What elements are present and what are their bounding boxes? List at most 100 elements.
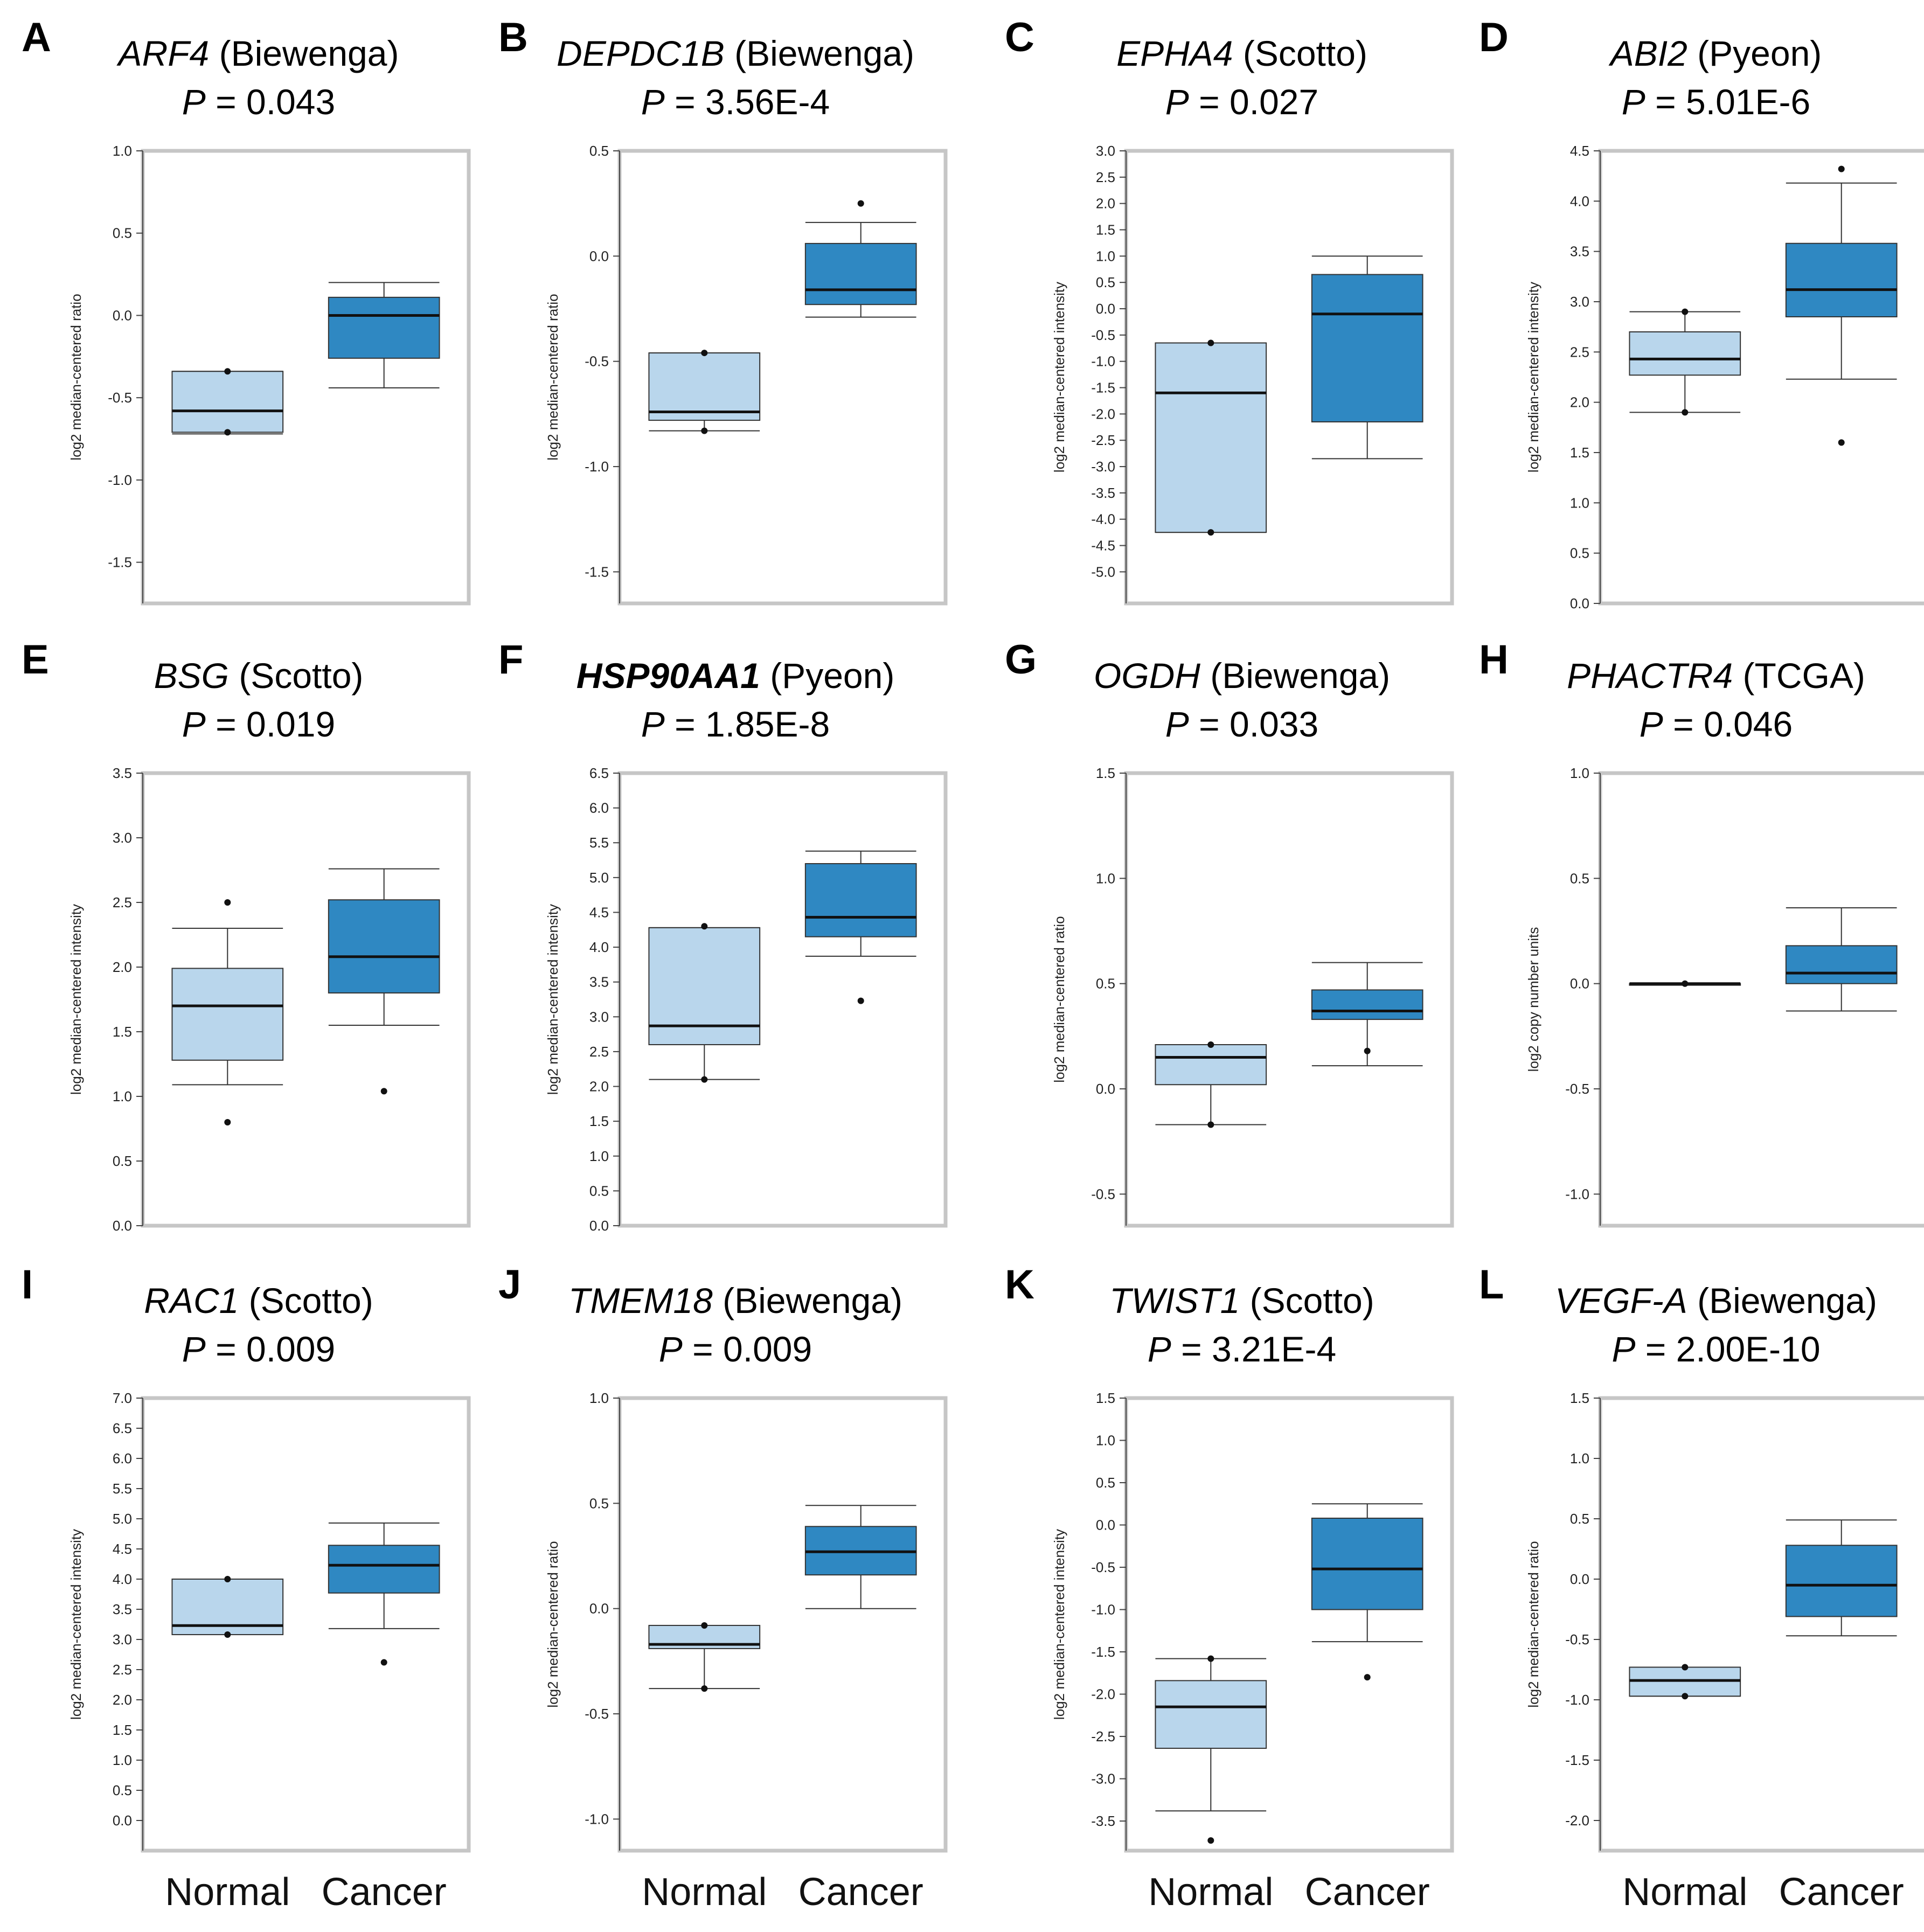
panel-d: D ABI2 (Pyeon) P = 5.01E-6 4.5 4.0 3.5 3.0 2.5 2… — [1479, 15, 1924, 611]
dataset-name: (Pyeon) — [1687, 33, 1822, 73]
iqr-box — [1785, 242, 1898, 317]
y-tick-label: -1.0 — [1091, 353, 1115, 370]
y-tick-label: 4.0 — [113, 1571, 132, 1587]
y-tick-label: -1.0 — [108, 472, 132, 488]
y-tick-label: -1.0 — [585, 1811, 609, 1827]
y-tick-label: 2.0 — [589, 1079, 609, 1095]
y-tick-label: -1.0 — [1565, 1186, 1589, 1202]
y-tick-label: 0.0 — [1096, 1517, 1115, 1533]
gene-name: VEGF-A — [1555, 1281, 1687, 1321]
panel-letter: J — [498, 1262, 521, 1308]
y-tick-label: -1.5 — [108, 554, 132, 571]
y-tick-label: 0.5 — [1570, 1511, 1589, 1527]
y-tick-label: 5.5 — [589, 835, 609, 851]
box-cancer — [804, 200, 917, 318]
y-tick-label: 0.0 — [589, 1601, 609, 1617]
category-label-normal: Normal — [642, 1871, 767, 1914]
p-symbol: P — [1612, 1329, 1635, 1369]
panel-g: G OGDH (Biewenga) P = 0.033 1.5 1.0 0.5 0.0 -0.… — [1005, 637, 1454, 1228]
y-tick-label: 0.0 — [1570, 595, 1589, 611]
y-tick-label: 0.0 — [1096, 301, 1115, 317]
y-tick-label: 3.5 — [113, 1601, 132, 1617]
y-tick-label: 3.0 — [1570, 294, 1589, 310]
p-value-number: = 0.019 — [206, 704, 335, 744]
y-axis-label: log2 median-centered intensity — [1525, 282, 1541, 472]
y-axis-label: log2 median-centered intensity — [1051, 1529, 1067, 1720]
panel-h: H PHACTR4 (TCGA) P = 0.046 1.0 0.5 0.0 -0.5 -1.… — [1479, 637, 1924, 1228]
gene-name: OGDH — [1094, 656, 1200, 696]
gene-name: ARF4 — [116, 33, 210, 73]
p-value: P = 0.027 — [1165, 82, 1318, 122]
outlier-point — [701, 1076, 708, 1083]
outlier-point — [1682, 1693, 1689, 1700]
y-axis-label: log2 median-centered intensity — [68, 1529, 84, 1720]
y-tick-label: -3.0 — [1091, 1771, 1115, 1787]
dataset-name: (Pyeon) — [760, 656, 894, 696]
plot-frame — [1124, 1396, 1454, 1853]
dataset-name: (TCGA) — [1733, 656, 1865, 696]
outlier-point — [224, 899, 231, 906]
p-value: P = 2.00E-10 — [1612, 1329, 1820, 1369]
box-normal — [648, 350, 761, 434]
box-normal — [648, 1622, 761, 1692]
p-value-number: = 1.85E-8 — [665, 704, 830, 744]
y-axis-label: log2 median-centered intensity — [1051, 282, 1067, 472]
y-axis-label: log2 median-centered ratio — [1525, 1541, 1541, 1707]
y-tick-label: 0.5 — [589, 1495, 609, 1511]
category-label-normal: Normal — [1148, 1871, 1273, 1914]
outlier-point — [224, 368, 231, 375]
gene-name: ABI2 — [1608, 33, 1687, 73]
p-value: P = 5.01E-6 — [1622, 82, 1810, 122]
outlier-point — [224, 1576, 231, 1582]
box-normal — [1629, 1664, 1741, 1700]
p-value: P = 0.009 — [659, 1329, 812, 1369]
outlier-point — [1207, 339, 1214, 346]
p-value-number: = 5.01E-6 — [1645, 82, 1810, 122]
y-tick-label: 0.0 — [113, 1218, 132, 1234]
dataset-name: (Scotto) — [1240, 1281, 1374, 1321]
p-symbol: P — [1165, 82, 1189, 122]
y-tick-label: -0.5 — [1091, 327, 1115, 343]
outlier-point — [380, 1088, 387, 1095]
y-tick-label: 2.5 — [1570, 344, 1589, 360]
y-tick-label: 4.5 — [1570, 143, 1589, 159]
y-tick-label: 3.0 — [113, 1631, 132, 1648]
y-tick-label: -0.5 — [108, 390, 132, 406]
panel-letter: D — [1479, 15, 1509, 60]
gene-name: DEPDC1B — [557, 33, 725, 73]
outlier-point — [1364, 1674, 1371, 1681]
iqr-box — [1155, 1680, 1267, 1749]
outlier-point — [1682, 409, 1689, 416]
panel-letter: B — [498, 15, 528, 60]
p-value: P = 0.033 — [1165, 704, 1318, 744]
y-tick-label: 4.5 — [589, 904, 609, 920]
y-axis-label: log2 median-centered ratio — [545, 1541, 561, 1707]
y-tick-label: 1.5 — [1096, 222, 1115, 238]
y-tick-label: 0.0 — [113, 307, 132, 323]
y-tick-label: 3.0 — [1096, 143, 1115, 159]
outlier-point — [701, 923, 708, 930]
outlier-point — [380, 1659, 387, 1666]
y-tick-label: -1.0 — [585, 458, 609, 475]
y-tick-label: 0.5 — [589, 1183, 609, 1199]
panel-title: BSG (Scotto) — [154, 656, 364, 696]
iqr-box — [1311, 274, 1423, 423]
y-tick-label: 1.5 — [1570, 444, 1589, 461]
outlier-point — [701, 1622, 708, 1629]
y-tick-label: -2.0 — [1091, 406, 1115, 422]
y-tick-label: 3.5 — [113, 765, 132, 781]
panel-i: I RAC1 (Scotto) P = 0.009 7.0 6.5 6.0 5.5 5.0 4.… — [22, 1262, 471, 1853]
panel-title: ABI2 (Pyeon) — [1608, 33, 1822, 73]
category-label-cancer: Cancer — [1305, 1871, 1430, 1914]
y-tick-label: 2.0 — [1096, 196, 1115, 212]
box-cancer — [328, 282, 440, 388]
y-tick-label: -1.0 — [1091, 1602, 1115, 1618]
box-normal — [1155, 339, 1267, 536]
panel-title: PHACTR4 (TCGA) — [1567, 656, 1865, 696]
box-normal — [648, 923, 761, 1083]
iqr-box — [328, 899, 440, 993]
y-tick-label: 0.5 — [1570, 870, 1589, 886]
y-tick-label: -5.0 — [1091, 564, 1115, 580]
plot-frame — [1598, 771, 1924, 1228]
